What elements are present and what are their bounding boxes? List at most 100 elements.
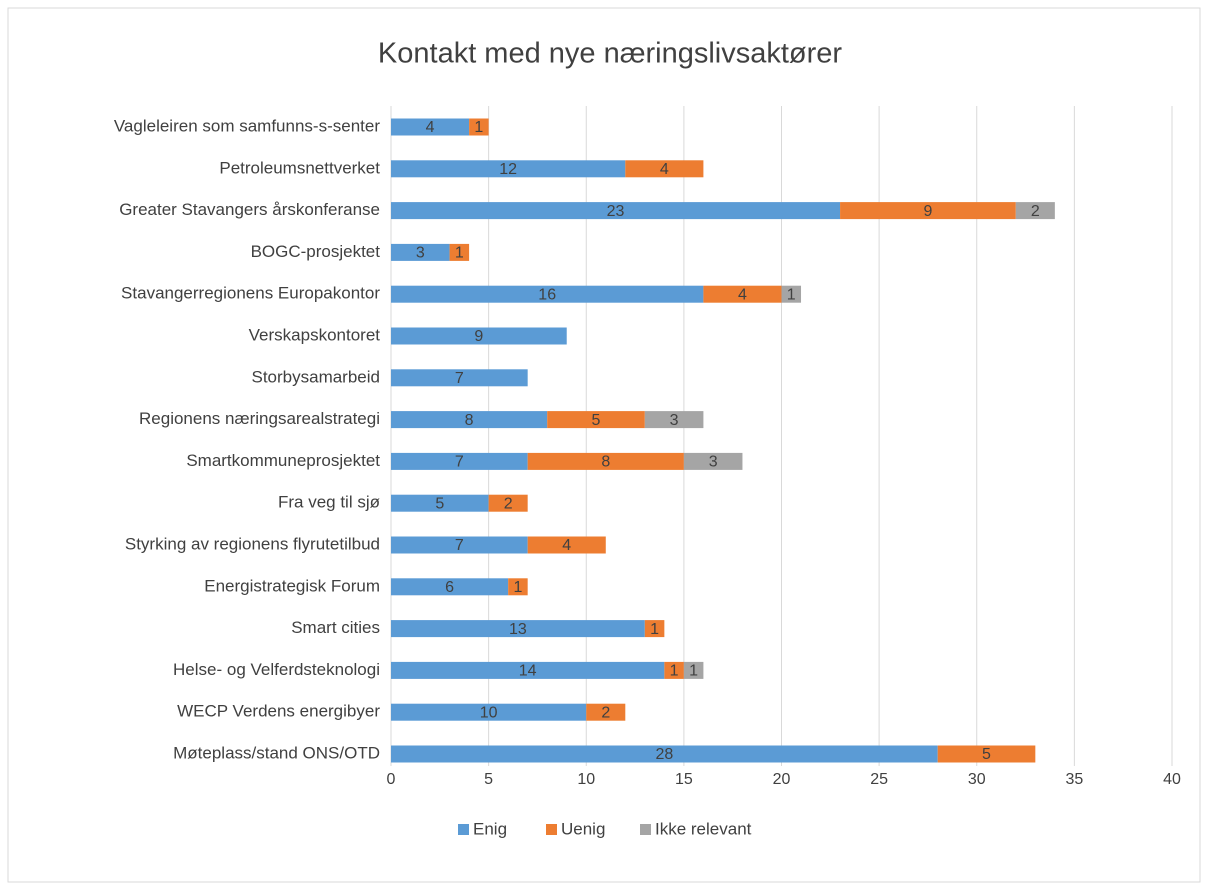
bar-segment	[391, 411, 548, 429]
bar-segment	[625, 160, 704, 178]
data-label: 1	[650, 621, 659, 638]
x-tick-label: 40	[1163, 771, 1181, 788]
data-label: 7	[455, 370, 464, 387]
legend-swatch	[546, 824, 557, 835]
data-label: 3	[670, 412, 679, 429]
y-tick-label: Greater Stavangers årskonferanse	[119, 200, 380, 219]
data-label: 10	[480, 704, 498, 721]
data-label: 5	[435, 495, 444, 512]
bar-segment	[664, 661, 684, 679]
x-tick-label: 15	[675, 771, 693, 788]
y-tick-label: Regionens næringsarealstrategi	[139, 409, 380, 428]
bar-segment	[391, 369, 528, 387]
chart-frame	[7, 7, 1201, 883]
data-label: 9	[474, 328, 483, 345]
bar-segment	[391, 118, 470, 136]
y-tick-label: Helse- og Velferdsteknologi	[173, 660, 380, 679]
bar-segment	[683, 661, 704, 679]
bar-segment	[449, 243, 470, 261]
x-tick-label: 10	[577, 771, 595, 788]
bar-segment	[469, 118, 489, 136]
bar-segment	[391, 285, 704, 303]
x-tick-label: 0	[387, 771, 396, 788]
bar-segment	[391, 494, 489, 512]
bar-segment	[488, 494, 528, 512]
y-tick-label: Energistrategisk Forum	[204, 576, 380, 595]
data-label: 8	[465, 412, 474, 429]
y-tick-label: Vagleleiren som samfunns-s-senter	[114, 116, 380, 135]
data-label: 23	[607, 203, 625, 220]
y-tick-label: Møteplass/stand ONS/OTD	[173, 743, 380, 762]
legend-label: Uenig	[561, 819, 605, 838]
data-label: 5	[982, 746, 991, 763]
data-label: 8	[601, 454, 610, 471]
y-tick-label: Fra veg til sjø	[278, 493, 380, 512]
y-tick-label: Smart cities	[291, 618, 380, 637]
data-label: 7	[455, 537, 464, 554]
data-label: 3	[416, 245, 425, 262]
bar-segment	[391, 661, 665, 679]
chart-title: Kontakt med nye næringslivsaktører	[378, 38, 843, 70]
y-tick-label: BOGC-prosjektet	[251, 242, 381, 261]
y-tick-label: Stavangerregionens Europakontor	[121, 284, 380, 303]
x-tick-label: 5	[484, 771, 493, 788]
data-label: 7	[455, 454, 464, 471]
legend-swatch	[640, 824, 651, 835]
bar-segment	[391, 452, 528, 470]
legend-label: Enig	[473, 819, 507, 838]
data-label: 2	[601, 704, 610, 721]
bar-segment	[840, 202, 1016, 220]
bar-segment	[527, 452, 684, 470]
bar-segment	[586, 703, 626, 721]
data-label: 5	[592, 412, 601, 429]
bar-segment	[644, 411, 704, 429]
bar-segment	[391, 536, 528, 554]
legend-label: Ikke relevant	[655, 819, 752, 838]
data-label: 2	[504, 495, 513, 512]
bar-segment	[391, 703, 587, 721]
data-label: 14	[519, 663, 537, 680]
bar-segment	[644, 620, 665, 638]
data-label: 4	[738, 286, 747, 303]
legend-swatch	[458, 824, 469, 835]
x-tick-label: 20	[773, 771, 791, 788]
data-label: 4	[562, 537, 571, 554]
data-label: 13	[509, 621, 527, 638]
y-tick-label: Smartkommuneprosjektet	[186, 451, 380, 470]
x-tick-label: 25	[870, 771, 888, 788]
data-label: 1	[474, 119, 483, 136]
data-label: 16	[538, 286, 556, 303]
y-tick-label: WECP Verdens energibyer	[177, 702, 380, 721]
bar-segment	[391, 327, 567, 345]
bar-segment	[527, 536, 606, 554]
data-label: 2	[1031, 203, 1040, 220]
data-label: 12	[499, 161, 517, 178]
x-tick-label: 35	[1065, 771, 1083, 788]
bar-segment	[703, 285, 782, 303]
bar-segment	[1015, 202, 1055, 220]
bar-segment	[391, 160, 626, 178]
bar-segment	[937, 745, 1036, 763]
data-label: 9	[923, 203, 932, 220]
bar-segment	[391, 243, 450, 261]
bar-segment	[508, 578, 528, 596]
bar-segment	[391, 620, 645, 638]
data-label: 1	[787, 286, 796, 303]
data-label: 6	[445, 579, 454, 596]
bar-segment	[781, 285, 802, 303]
data-label: 4	[660, 161, 669, 178]
x-tick-label: 30	[968, 771, 986, 788]
y-tick-label: Verskapskontoret	[249, 325, 381, 344]
bar-segment	[391, 745, 938, 763]
bar-segment	[547, 411, 645, 429]
y-tick-label: Storbysamarbeid	[251, 367, 380, 386]
bar-segment	[683, 452, 743, 470]
data-label: 1	[455, 245, 464, 262]
data-label: 1	[513, 579, 522, 596]
data-label: 4	[426, 119, 435, 136]
y-tick-label: Petroleumsnettverket	[219, 158, 380, 177]
y-tick-label: Styrking av regionens flyrutetilbud	[125, 534, 380, 553]
bar-segment	[391, 202, 841, 220]
bar-segment	[391, 578, 509, 596]
